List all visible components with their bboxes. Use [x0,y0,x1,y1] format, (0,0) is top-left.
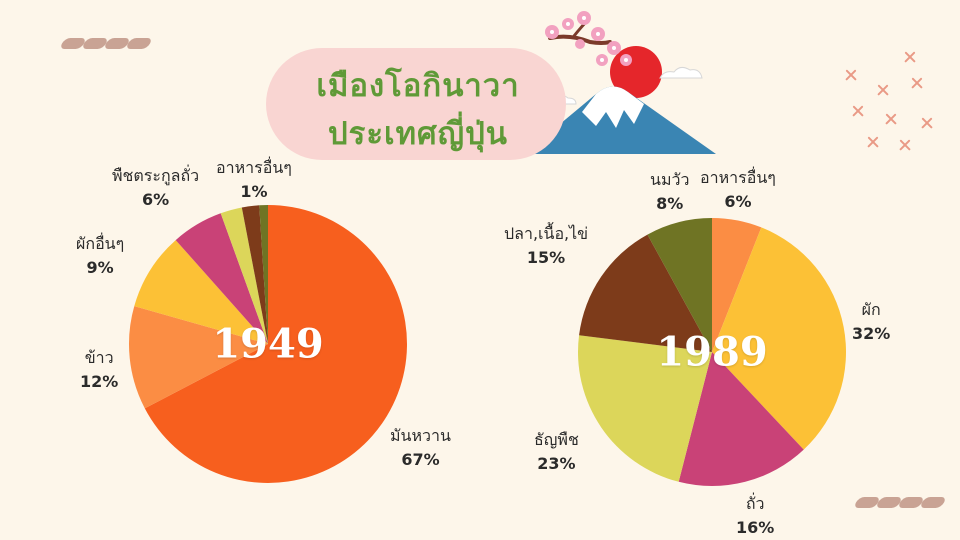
slice-label-other-food-1989: อาหารอื่นๆ 6% [700,168,776,211]
slice-label-legumes: พืชตระกูลถั่ว 6% [112,166,200,209]
slice-label-cow-milk: นมวัว 8% [650,170,690,213]
year-label-1949: 1949 [212,320,324,368]
pie-1949-slice-3 [175,213,268,344]
pie-1989-slice-4 [579,234,712,352]
pie-1949-slice-2 [134,240,268,344]
mount-fuji-illustration [524,11,716,154]
pie-1949-slice-0 [144,205,407,484]
slice-label-beans: ถั่ว 16% [736,494,775,537]
pie-1989-slice-3 [578,335,712,482]
slice-label-sweet-potato: มันหวาน 67% [390,426,451,469]
title-background [266,48,566,160]
pie-1949-slice-5 [241,205,268,344]
slice-label-rice: ข้าว 12% [80,348,119,391]
pie-1989-slice-5 [647,218,712,352]
slice-label-other-vegetables: ผักอื่นๆ 9% [76,234,125,277]
pie-1989-slice-1 [712,227,846,450]
pie-1989-slice-2 [678,352,804,486]
year-label-1989: 1989 [656,328,768,376]
slice-label-grains: ธัญพืช 23% [534,430,579,473]
pie-1949-slice-1 [128,306,268,409]
slice-label-vegetables: ผัก 32% [852,300,891,343]
title-line-1: เมืองโอกินาวา [316,68,520,104]
pie-1989-slice-0 [712,218,762,352]
pie-1949-slice-4 [220,207,268,344]
pie-1949-slice-6 [259,205,268,344]
slice-label-fish-meat-eggs: ปลา,เนื้อ,ไข่ 15% [504,224,589,267]
slice-label-other-food-1949: อาหารอื่นๆ 1% [216,158,292,201]
title-line-2: ประเทศญี่ปุ่น [328,116,508,152]
